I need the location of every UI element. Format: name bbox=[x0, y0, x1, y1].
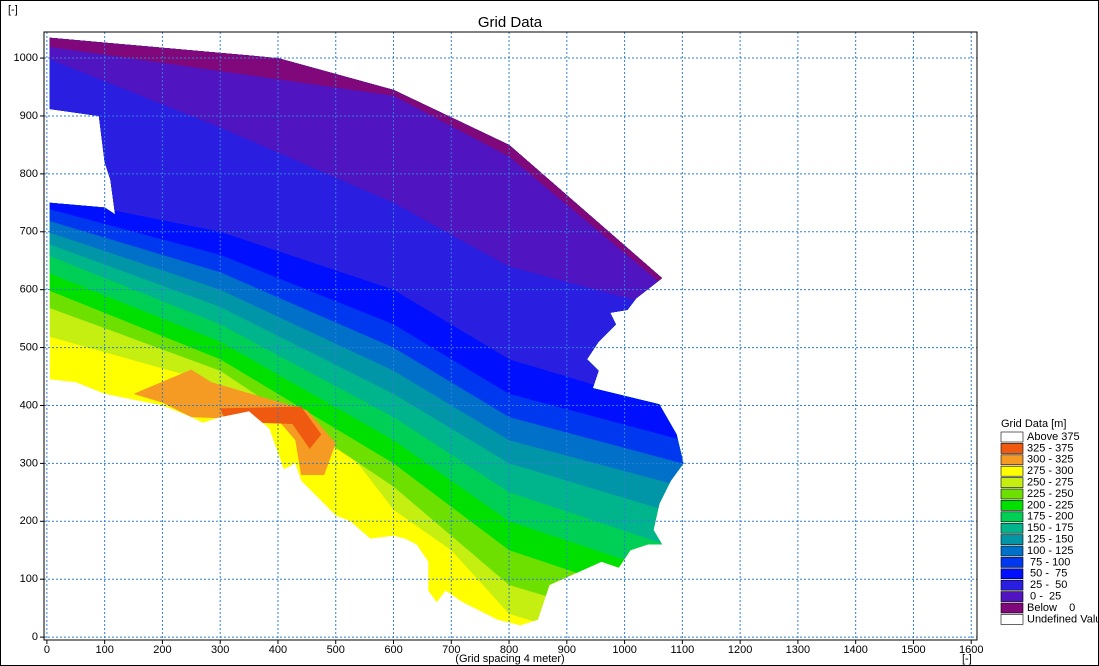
y-tick-label: 200 bbox=[20, 515, 38, 527]
y-tick-label: 900 bbox=[20, 110, 38, 122]
x-tick-label: 1100 bbox=[671, 644, 695, 656]
x-tick-label: 400 bbox=[269, 644, 287, 656]
x-tick-label: 0 bbox=[44, 644, 50, 656]
legend-swatch bbox=[1001, 478, 1023, 488]
legend-swatch bbox=[1001, 535, 1023, 545]
legend-label: 0 - 25 bbox=[1027, 591, 1061, 603]
legend-label: Below 0 bbox=[1027, 602, 1075, 614]
y-tick-label: 600 bbox=[20, 284, 38, 296]
y-tick-label: 0 bbox=[32, 631, 38, 643]
corner-unit: [-] bbox=[8, 4, 18, 16]
x-tick-label: 100 bbox=[95, 644, 113, 656]
legend-swatch bbox=[1001, 523, 1023, 533]
y-tick-label: 300 bbox=[20, 457, 38, 469]
legend-swatch bbox=[1001, 557, 1023, 567]
legend-label: 125 - 150 bbox=[1027, 534, 1073, 546]
legend-label: 150 - 175 bbox=[1027, 522, 1073, 534]
x-tick-label: 1400 bbox=[843, 644, 867, 656]
legend-swatch bbox=[1001, 432, 1023, 442]
legend-label: 250 - 275 bbox=[1027, 477, 1073, 489]
x-tick-label: 300 bbox=[211, 644, 229, 656]
x-tick-label: 1600 bbox=[959, 644, 983, 656]
legend-title: Grid Data [m] bbox=[1001, 418, 1066, 430]
y-tick-label: 800 bbox=[20, 168, 38, 180]
y-tick-label: 500 bbox=[20, 341, 38, 353]
legend-label: Undefined Value bbox=[1027, 613, 1099, 625]
legend-label: 275 - 300 bbox=[1027, 465, 1073, 477]
legend-swatch bbox=[1001, 455, 1023, 465]
legend-swatch bbox=[1001, 489, 1023, 499]
legend-swatch bbox=[1001, 500, 1023, 510]
legend-label: 200 - 225 bbox=[1027, 499, 1073, 511]
legend-swatch bbox=[1001, 546, 1023, 556]
legend-label: 225 - 250 bbox=[1027, 488, 1073, 500]
legend-label: 300 - 325 bbox=[1027, 454, 1073, 466]
legend-swatch bbox=[1001, 512, 1023, 522]
x-tick-label: 600 bbox=[384, 644, 402, 656]
legend-swatch bbox=[1001, 466, 1023, 476]
y-tick-label: 400 bbox=[20, 399, 38, 411]
x-tick-label: 1300 bbox=[786, 644, 810, 656]
chart-title: Grid Data bbox=[478, 14, 543, 31]
chart: [-] Grid Data (Grid spacing 4 meter) [-]… bbox=[0, 0, 1099, 666]
legend-label: 75 - 100 bbox=[1027, 556, 1070, 568]
x-tick-label: 1500 bbox=[901, 644, 925, 656]
y-tick-label: 1000 bbox=[14, 52, 38, 64]
legend-swatch bbox=[1001, 569, 1023, 579]
x-tick-label: 200 bbox=[153, 644, 171, 656]
legend-swatch bbox=[1001, 443, 1023, 453]
legend-label: 325 - 375 bbox=[1027, 442, 1073, 454]
x-tick-label: 900 bbox=[558, 644, 576, 656]
y-tick-label: 100 bbox=[20, 573, 38, 585]
x-tick-label: 1200 bbox=[728, 644, 752, 656]
legend-swatch bbox=[1001, 580, 1023, 590]
legend-label: 100 - 125 bbox=[1027, 545, 1073, 557]
legend-swatch bbox=[1001, 592, 1023, 602]
legend-swatch bbox=[1001, 614, 1023, 624]
x-tick-label: 700 bbox=[442, 644, 460, 656]
page: [-] Grid Data (Grid spacing 4 meter) [-]… bbox=[0, 0, 1099, 666]
x-tick-label: 1000 bbox=[612, 644, 636, 656]
legend-label: 175 - 200 bbox=[1027, 511, 1073, 523]
y-tick-label: 700 bbox=[20, 226, 38, 238]
legend-label: Above 375 bbox=[1027, 431, 1080, 443]
legend-label: 50 - 75 bbox=[1027, 568, 1067, 580]
legend-label: 25 - 50 bbox=[1027, 579, 1067, 591]
x-tick-label: 800 bbox=[500, 644, 518, 656]
legend-swatch bbox=[1001, 603, 1023, 613]
x-tick-label: 500 bbox=[327, 644, 345, 656]
